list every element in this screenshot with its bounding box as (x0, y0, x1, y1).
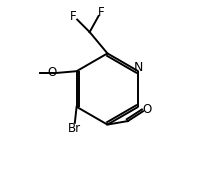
Text: F: F (69, 10, 76, 23)
Text: N: N (134, 61, 143, 75)
Text: O: O (143, 103, 152, 116)
Text: F: F (98, 6, 105, 19)
Text: Br: Br (68, 122, 81, 135)
Text: O: O (47, 66, 56, 80)
